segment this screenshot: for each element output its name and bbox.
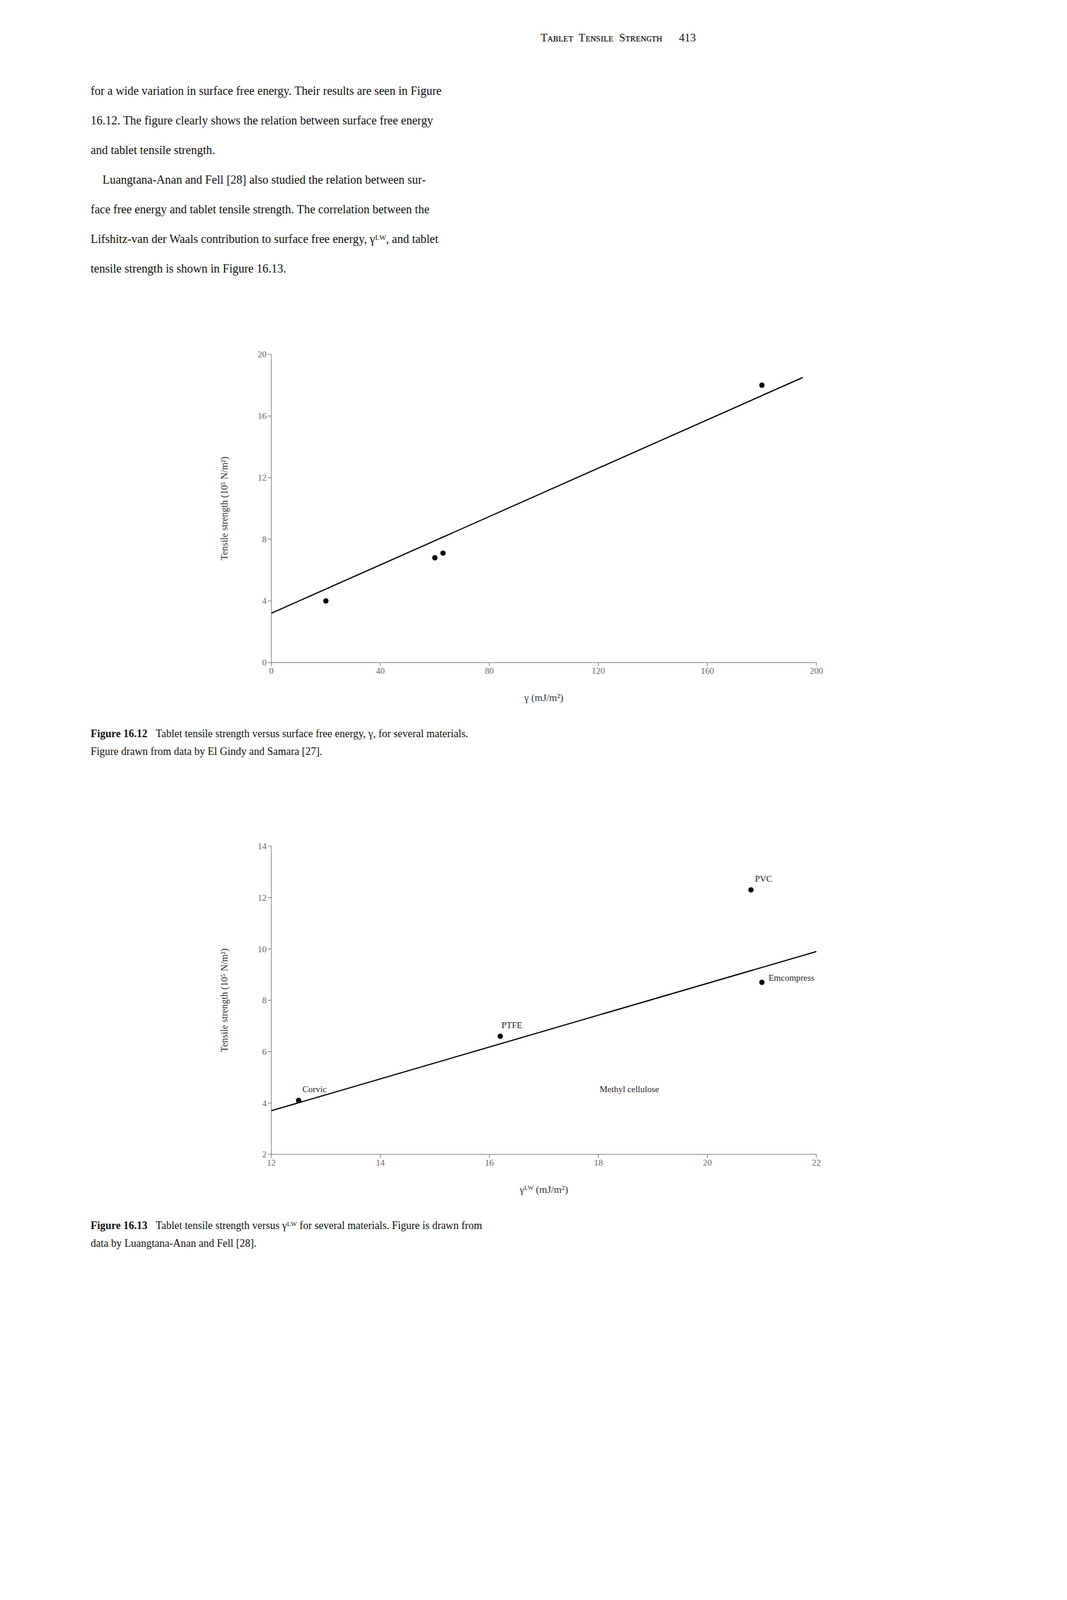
svg-text:120: 120	[591, 665, 606, 676]
svg-text:20: 20	[257, 349, 267, 360]
svg-text:Tensile strength (10⁵ N/m²): Tensile strength (10⁵ N/m²)	[219, 948, 230, 1053]
svg-text:160: 160	[700, 665, 715, 676]
svg-text:2: 2	[262, 1149, 268, 1159]
svg-text:10: 10	[257, 944, 267, 954]
svg-text:22: 22	[812, 1157, 822, 1168]
html-text:Figure 16.13: Figure 16.13	[90, 1219, 148, 1232]
svg-text:80: 80	[485, 665, 495, 676]
svg-text:20: 20	[703, 1157, 713, 1168]
svg-text:40: 40	[376, 665, 386, 676]
svg-text:Corvic: Corvic	[302, 1084, 328, 1094]
html-text:413: 413	[678, 31, 696, 44]
svg-text:PTFE: PTFE	[501, 1020, 522, 1030]
html-text:Figure drawn from data by El G: Figure drawn from data by El Gindy and S…	[90, 745, 323, 758]
html-text:Luangtana-Anan and Fell [28] a: Luangtana-Anan and Fell [28] also studie…	[90, 172, 426, 187]
html-text:data by Luangtana-Anan and Fel: data by Luangtana-Anan and Fell [28].	[90, 1237, 257, 1249]
html-text:face free energy and tablet te: face free energy and tablet tensile stre…	[90, 202, 430, 216]
html-text:Figure 16.12: Figure 16.12	[90, 727, 148, 740]
html-text:for a wide variation in surfac: for a wide variation in surface free ene…	[90, 84, 442, 98]
html-text:tensile strength is shown in F: tensile strength is shown in Figure 16.1…	[90, 261, 287, 275]
svg-text:γ (mJ/m²): γ (mJ/m²)	[523, 691, 564, 704]
svg-text:4: 4	[262, 596, 268, 606]
svg-text:4: 4	[262, 1098, 268, 1108]
svg-text:18: 18	[594, 1157, 604, 1168]
html-text:16.12. The figure clearly show: 16.12. The figure clearly shows the rela…	[90, 113, 434, 127]
svg-text:12: 12	[257, 472, 267, 483]
svg-text:6: 6	[262, 1046, 268, 1057]
html-text:Tablet tensile strength versus: Tablet tensile strength versus surface f…	[155, 727, 469, 740]
svg-text:14: 14	[376, 1157, 386, 1168]
html-text:and tablet tensile strength.: and tablet tensile strength.	[90, 143, 216, 157]
svg-text:Emcompress: Emcompress	[768, 972, 815, 983]
svg-text:12: 12	[267, 1157, 277, 1168]
svg-text:8: 8	[262, 995, 268, 1005]
html-text:Tablet tensile strength versus: Tablet tensile strength versus γᴸᵂ for s…	[155, 1219, 483, 1232]
svg-text:PVC: PVC	[754, 873, 772, 884]
svg-text:0: 0	[268, 665, 274, 676]
svg-text:14: 14	[257, 841, 268, 851]
svg-text:12: 12	[257, 892, 267, 903]
html-text:Tᴀʙʟᴇᴛ Tᴇɴsɪʟᴇ Sᴛʀᴇɴɢᴛʜ: Tᴀʙʟᴇᴛ Tᴇɴsɪʟᴇ Sᴛʀᴇɴɢᴛʜ	[540, 31, 663, 44]
svg-text:16: 16	[257, 411, 268, 421]
html-text:Lifshitz-van der Waals contrib: Lifshitz-van der Waals contribution to s…	[90, 232, 439, 246]
svg-text:Tensile strength (10⁵ N/m²): Tensile strength (10⁵ N/m²)	[219, 456, 230, 561]
svg-text:0: 0	[262, 657, 268, 668]
svg-text:8: 8	[262, 534, 268, 544]
svg-text:γᴸᵂ (mJ/m²): γᴸᵂ (mJ/m²)	[518, 1183, 569, 1195]
svg-text:Methyl cellulose: Methyl cellulose	[599, 1084, 660, 1094]
svg-text:200: 200	[809, 665, 824, 676]
svg-text:16: 16	[485, 1157, 495, 1168]
